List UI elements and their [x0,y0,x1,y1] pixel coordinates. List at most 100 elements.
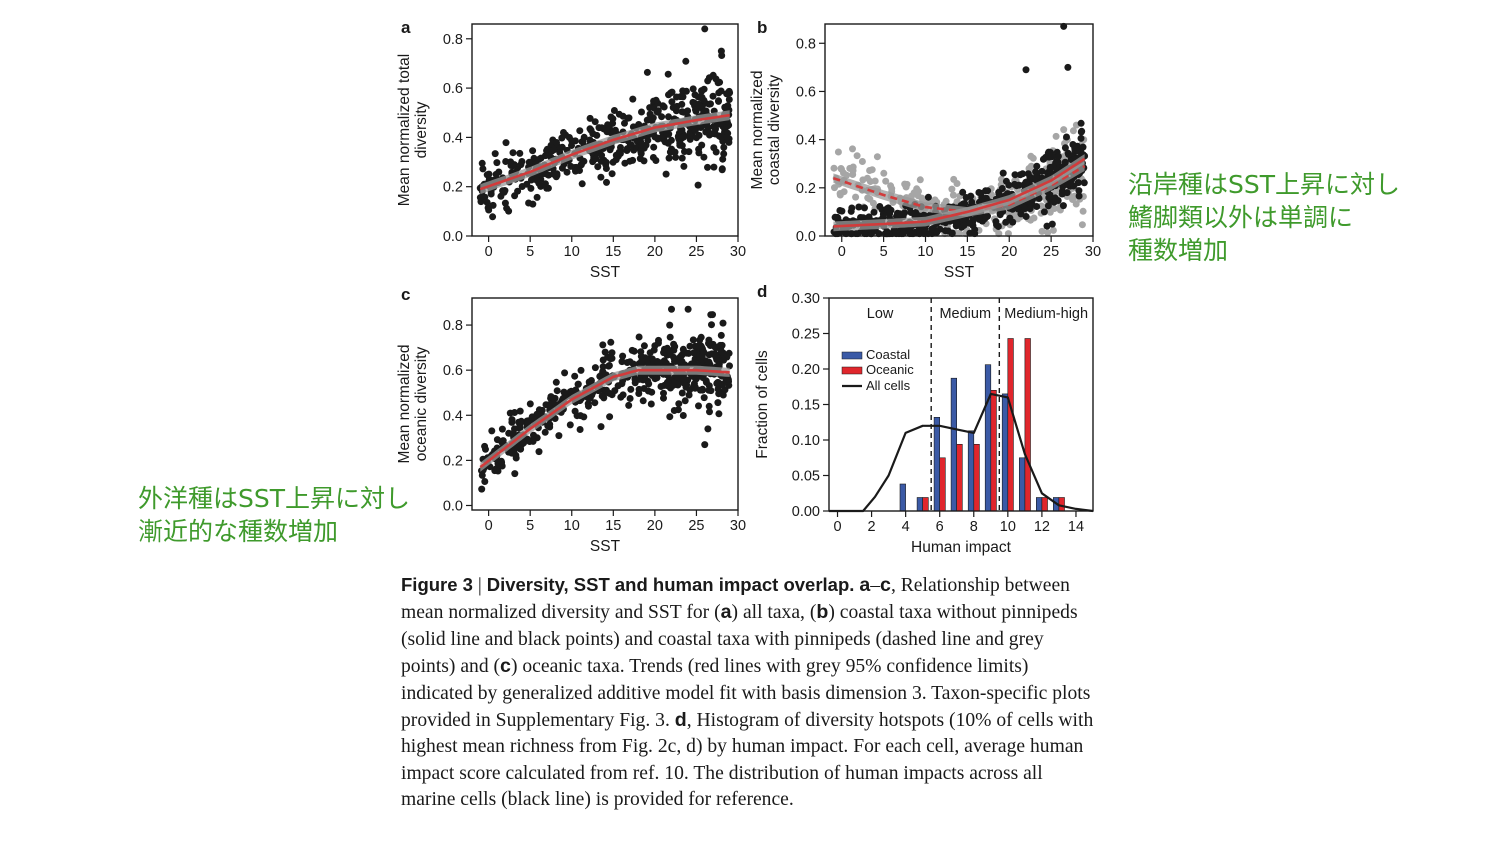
data-point [1045,148,1053,156]
x-tick-label: 8 [970,519,978,535]
data-point [713,380,721,387]
annotation-line: 種数増加 [1128,236,1229,265]
legend-label: Oceanic [866,362,914,377]
data-point [610,107,618,114]
data-point [576,127,584,135]
data-point [876,203,884,210]
y-axis-label-line: Mean normalized total [396,54,413,207]
data-point [647,400,655,408]
data-point [682,57,690,65]
data-point [1052,132,1060,140]
data-point [666,333,674,341]
x-tick-label: 25 [1043,244,1059,260]
data-point [523,180,531,188]
data-point [499,187,507,195]
data-point [652,157,660,164]
data-point [584,400,592,408]
data-point [542,152,549,160]
data-point [533,410,541,418]
region-label: Low [867,306,894,322]
data-point [507,158,515,166]
data-point [1026,205,1034,213]
data-point [577,161,585,169]
data-point [1002,218,1010,226]
data-point [1065,150,1072,158]
data-point [664,70,672,78]
data-point [488,427,496,435]
data-point [869,199,877,207]
data-point [623,147,631,154]
bar [950,377,957,512]
data-point [928,225,936,233]
data-point [1017,210,1025,218]
data-point [542,170,550,178]
plot-frame [471,297,739,511]
data-point [602,161,610,168]
data-point [695,402,702,410]
data-point [705,74,713,82]
data-point [962,194,970,201]
data-point [669,104,677,111]
data-point [1019,170,1027,178]
data-point [719,319,727,327]
data-point [657,383,665,390]
data-point [619,391,627,399]
data-point [690,382,697,390]
y-tick-label: 0.15 [792,398,820,414]
data-point [593,131,601,139]
data-point [662,170,670,178]
data-point [882,177,890,185]
data-point [1038,167,1046,175]
data-point [626,157,634,165]
caption-text: ) all taxa, ( [731,602,817,624]
data-point [609,119,617,127]
data-point [723,133,731,141]
plot-frame [824,23,1094,237]
data-point [1009,218,1017,226]
data-point [506,409,514,417]
data-point [598,392,606,400]
x-tick-label: 5 [526,244,534,260]
data-point [660,394,667,402]
data-point [493,159,501,167]
data-point [628,346,636,354]
series-points [476,52,734,221]
data-point [1043,222,1051,230]
data-point [704,425,712,433]
data-point [1075,192,1083,200]
x-tick-label: 15 [605,518,621,534]
data-point [853,152,861,160]
bar [922,497,929,512]
data-point [664,378,672,386]
x-tick-label: 12 [1034,519,1050,535]
y-tick-label: 0.00 [792,504,820,520]
data-point [558,134,566,142]
data-point [694,181,702,189]
data-point [535,448,543,456]
data-point [668,98,676,106]
data-point [718,165,726,173]
panel-letter: c [401,285,410,304]
data-point [948,185,956,193]
bar [973,443,980,512]
data-point [481,478,489,485]
data-point [625,401,633,409]
data-point [605,362,613,369]
data-point [849,145,856,153]
data-point [883,205,891,213]
data-point [483,199,491,206]
data-point [950,175,958,183]
x-tick-label: 10 [564,518,580,534]
x-tick-label: 20 [1001,244,1017,260]
data-point [689,85,697,93]
data-point [608,170,616,178]
data-point [1077,119,1085,127]
bar [1041,497,1048,512]
data-point [1059,202,1067,210]
data-point [660,103,668,111]
data-point [586,125,594,133]
data-point [697,94,705,102]
y-tick-label: 0.05 [792,469,820,485]
data-point [723,90,731,98]
data-point [1061,144,1069,152]
